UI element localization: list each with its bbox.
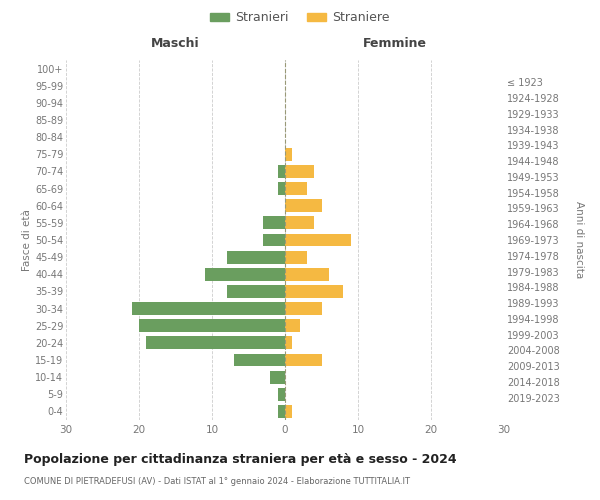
- Bar: [146, 336, 285, 349]
- Bar: [285, 148, 292, 160]
- Bar: [278, 182, 285, 195]
- Y-axis label: Fasce di età: Fasce di età: [22, 209, 32, 271]
- Bar: [285, 268, 329, 280]
- Bar: [285, 320, 299, 332]
- Bar: [285, 234, 350, 246]
- Bar: [263, 216, 285, 230]
- Bar: [278, 405, 285, 418]
- Text: Popolazione per cittadinanza straniera per età e sesso - 2024: Popolazione per cittadinanza straniera p…: [24, 452, 457, 466]
- Bar: [139, 320, 285, 332]
- Bar: [285, 336, 292, 349]
- Bar: [285, 250, 307, 264]
- Bar: [278, 388, 285, 400]
- Bar: [234, 354, 285, 366]
- Bar: [285, 302, 322, 315]
- Bar: [205, 268, 285, 280]
- Bar: [227, 285, 285, 298]
- Bar: [285, 216, 314, 230]
- Bar: [271, 370, 285, 384]
- Y-axis label: Anni di nascita: Anni di nascita: [574, 202, 584, 278]
- Bar: [278, 165, 285, 178]
- Text: Maschi: Maschi: [151, 36, 200, 50]
- Bar: [285, 405, 292, 418]
- Legend: Stranieri, Straniere: Stranieri, Straniere: [205, 6, 395, 29]
- Bar: [263, 234, 285, 246]
- Text: Femmine: Femmine: [362, 36, 427, 50]
- Bar: [227, 250, 285, 264]
- Bar: [285, 182, 307, 195]
- Bar: [285, 165, 314, 178]
- Bar: [285, 200, 322, 212]
- Bar: [285, 354, 322, 366]
- Bar: [285, 285, 343, 298]
- Text: COMUNE DI PIETRADEFUSI (AV) - Dati ISTAT al 1° gennaio 2024 - Elaborazione TUTTI: COMUNE DI PIETRADEFUSI (AV) - Dati ISTAT…: [24, 478, 410, 486]
- Bar: [132, 302, 285, 315]
